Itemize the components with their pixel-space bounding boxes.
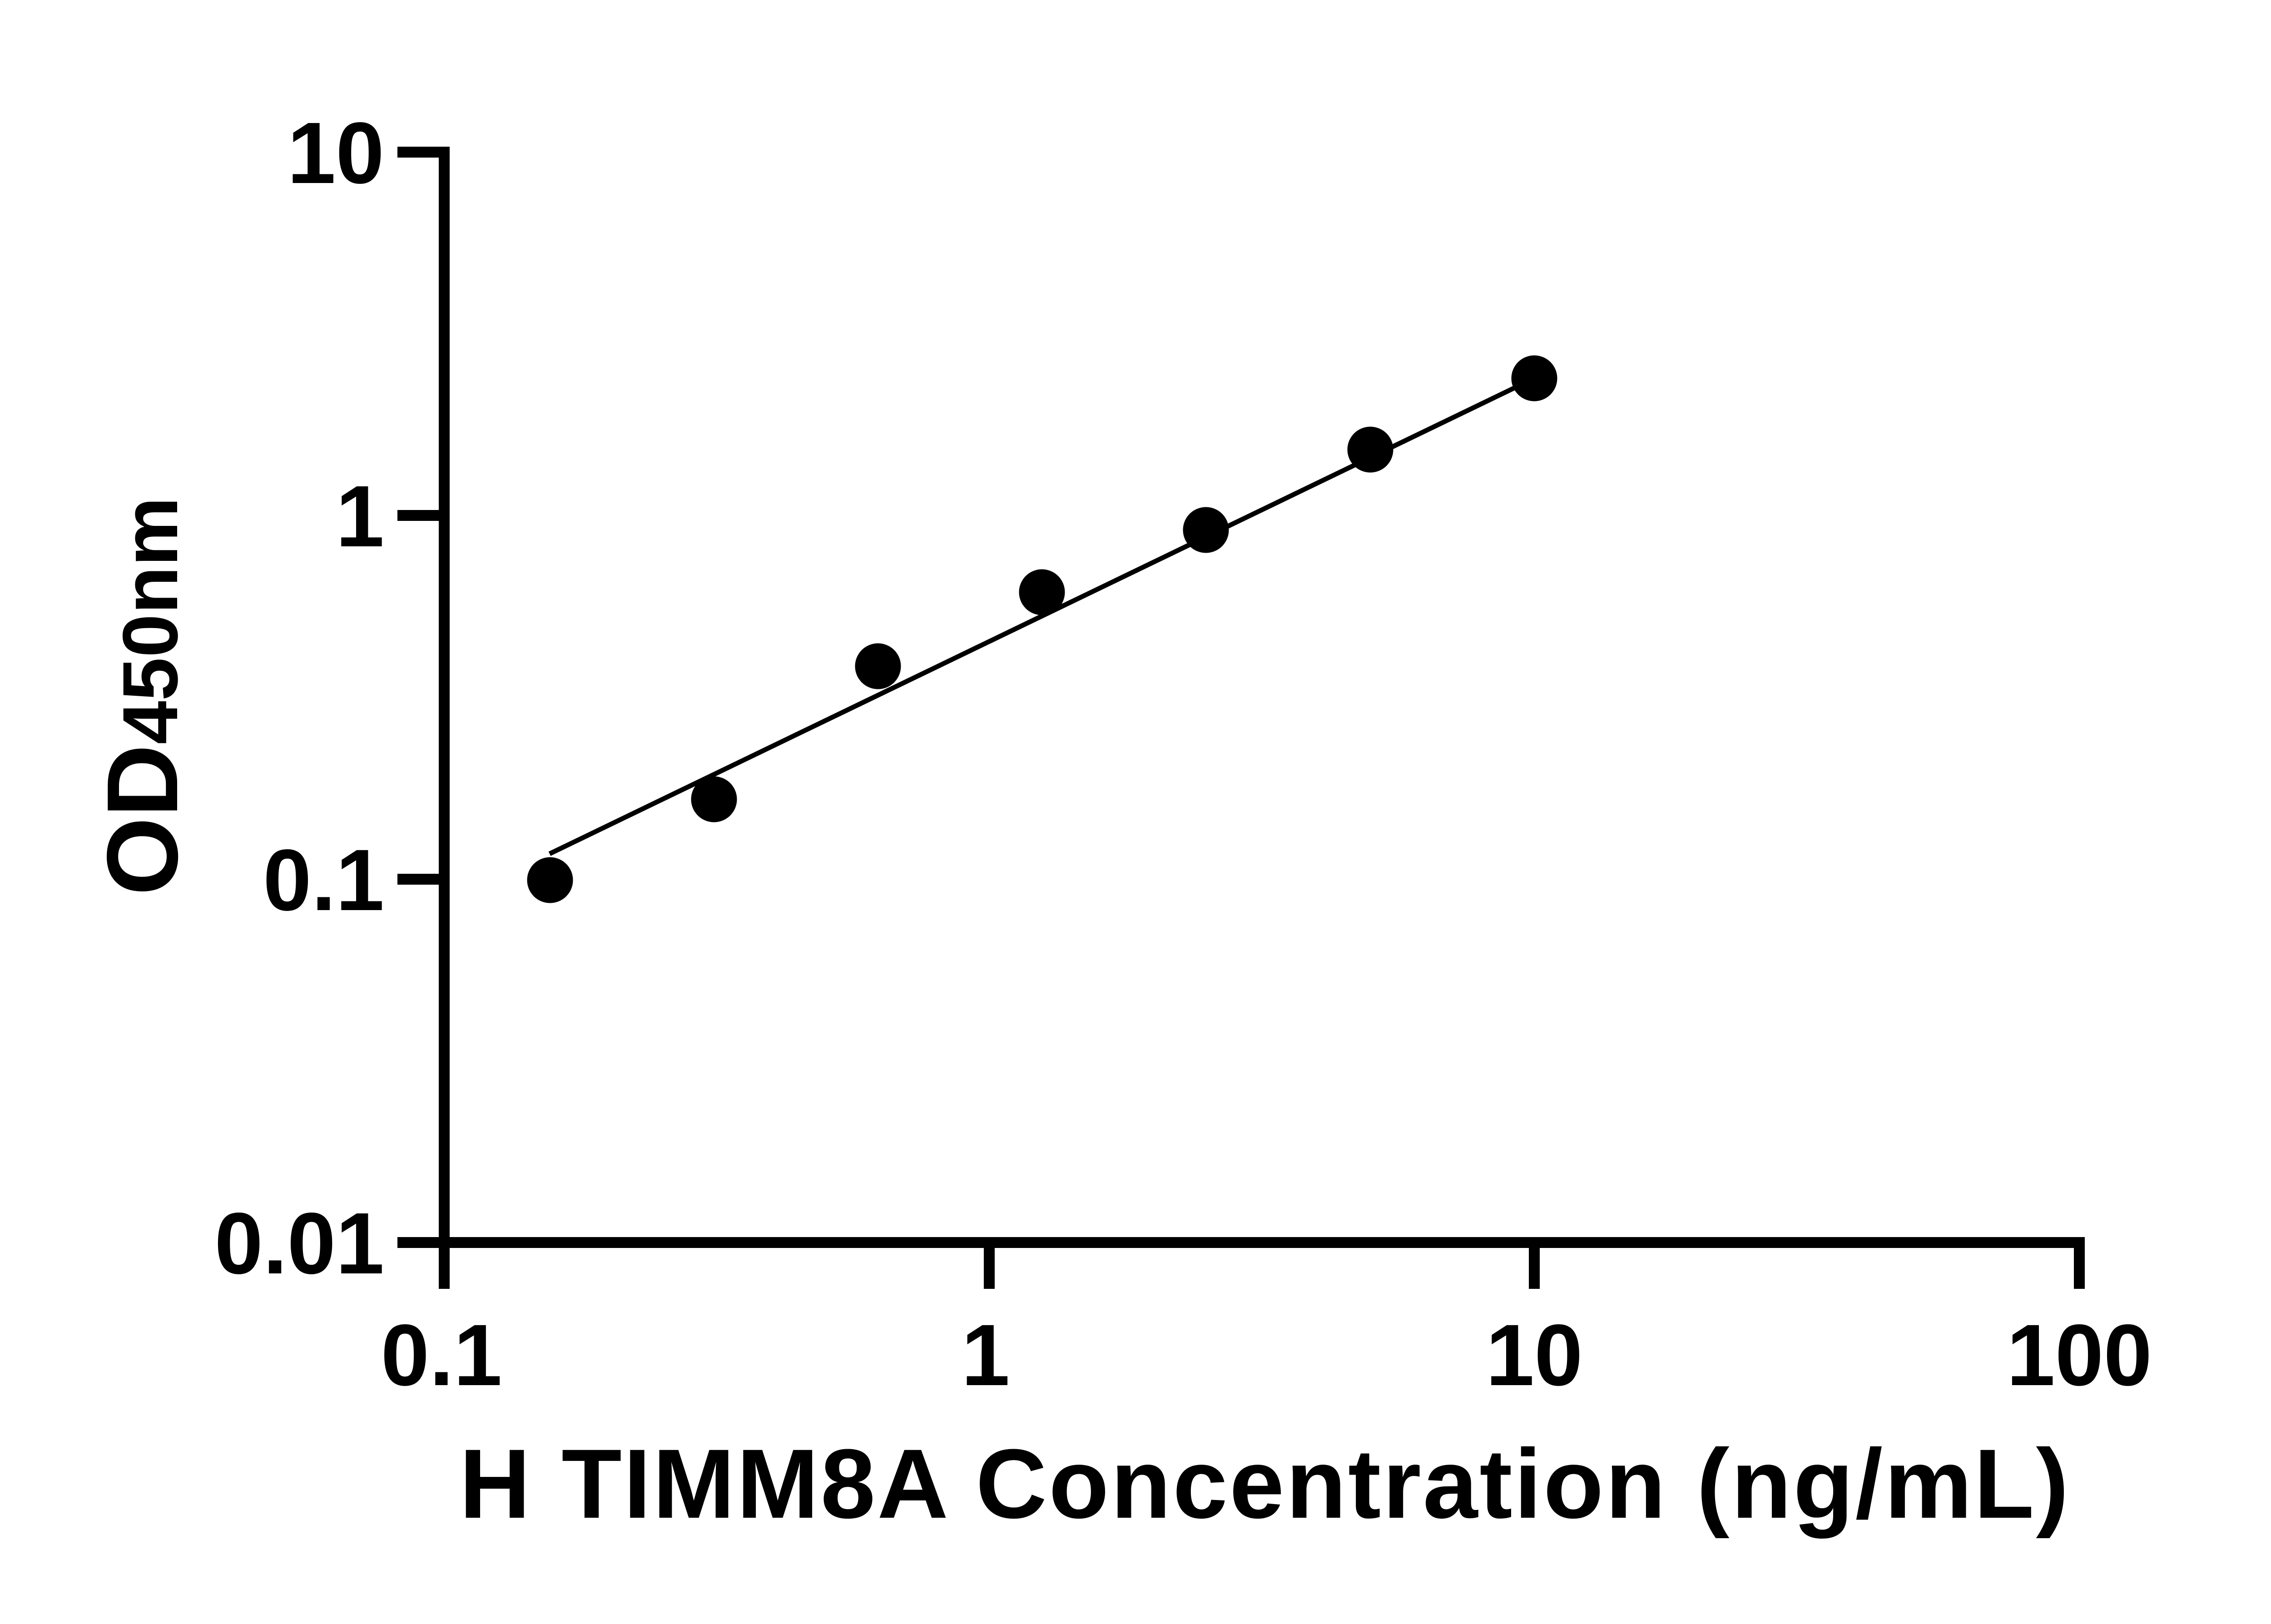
svg-text:0.01: 0.01 (214, 1194, 384, 1292)
svg-text:1: 1 (962, 1306, 1010, 1404)
svg-text:0.1: 0.1 (263, 831, 384, 929)
svg-text:1: 1 (336, 467, 384, 565)
svg-text:0.1: 0.1 (381, 1306, 502, 1404)
svg-text:100: 100 (2007, 1306, 2152, 1404)
svg-text:H TIMM8A Concentration (ng/mL): H TIMM8A Concentration (ng/mL) (459, 1429, 2071, 1539)
svg-text:10: 10 (287, 104, 384, 202)
svg-text:10: 10 (1486, 1306, 1583, 1404)
